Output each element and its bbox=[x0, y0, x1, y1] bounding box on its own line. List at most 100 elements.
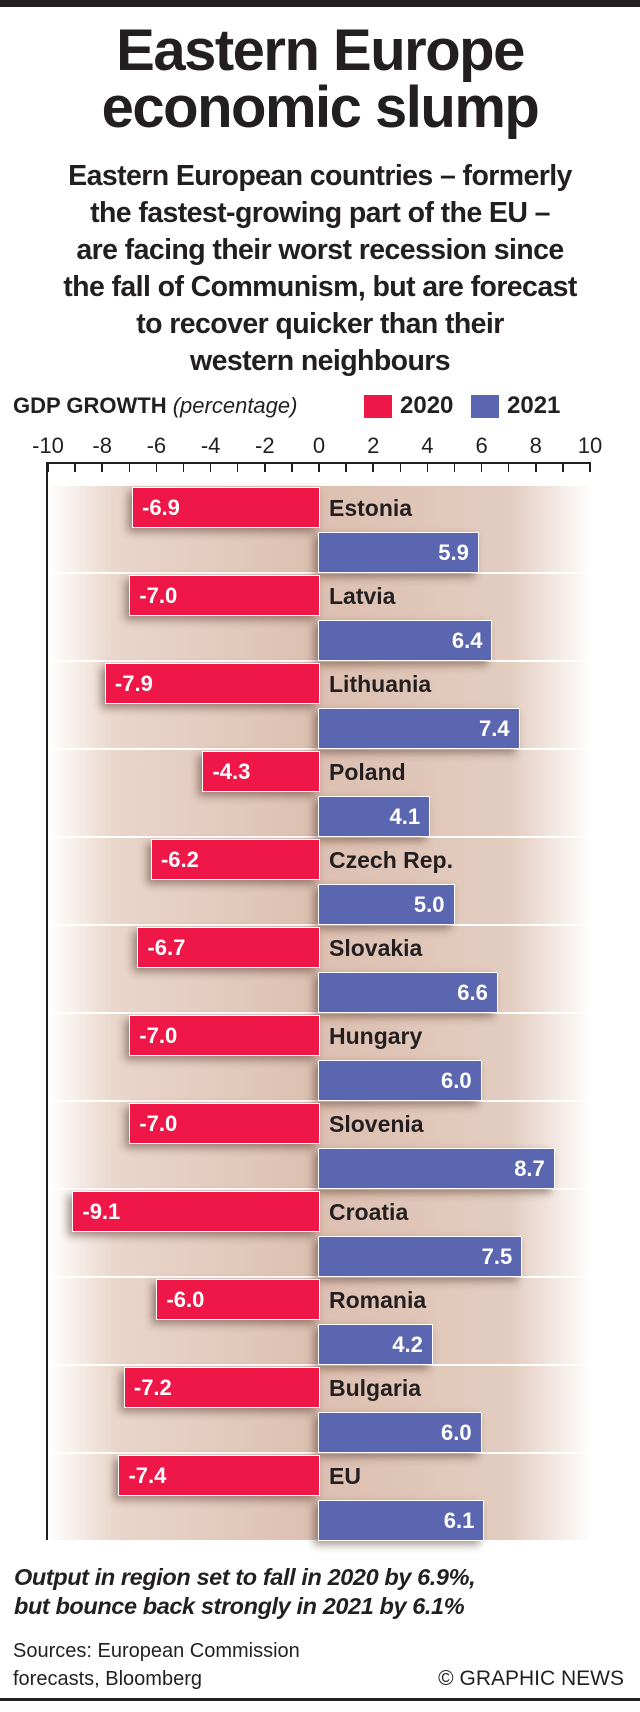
x-tick-label: 2 bbox=[367, 433, 380, 458]
x-tick-label: 4 bbox=[421, 433, 434, 458]
title-line-2: economic slump bbox=[101, 75, 540, 140]
bar-2021 bbox=[318, 1412, 482, 1453]
value-label-2020: -6.0 bbox=[166, 1287, 205, 1312]
x-tick bbox=[318, 463, 320, 472]
bar-2020 bbox=[72, 1191, 320, 1232]
bar-2020 bbox=[156, 1279, 320, 1320]
x-tick-label: 8 bbox=[529, 433, 542, 458]
x-tick-label: -4 bbox=[200, 433, 221, 458]
x-tick-label: 0 bbox=[312, 433, 326, 458]
x-tick bbox=[453, 463, 456, 472]
country-label: EU bbox=[329, 1463, 361, 1489]
bar-2020 bbox=[150, 839, 320, 880]
summary-line: Output in region set to fall in 2020 by … bbox=[14, 1564, 476, 1590]
bar-2020 bbox=[104, 663, 320, 704]
bar-2020 bbox=[132, 487, 320, 528]
subtitle-line: Eastern European countries – formerly bbox=[68, 160, 572, 192]
x-tick bbox=[264, 463, 266, 472]
sources-line: forecasts, Bloomberg bbox=[13, 1668, 202, 1690]
copyright: © GRAPHIC NEWS bbox=[438, 1667, 624, 1690]
x-tick bbox=[209, 463, 212, 472]
x-tick bbox=[128, 463, 131, 472]
subtitle-line: the fall of Communism, but are forecast bbox=[63, 271, 577, 303]
country-label: Lithuania bbox=[329, 671, 432, 697]
value-label-2021: 6.0 bbox=[441, 1420, 472, 1445]
bar-2020 bbox=[129, 1015, 320, 1056]
x-tick bbox=[236, 463, 239, 472]
bar-2020 bbox=[137, 927, 320, 968]
value-label-2021: 6.4 bbox=[451, 628, 483, 653]
value-label-2021: 6.0 bbox=[441, 1068, 472, 1093]
value-label-2021: 8.7 bbox=[514, 1156, 545, 1181]
bar-2021 bbox=[318, 1324, 433, 1365]
country-label: Bulgaria bbox=[329, 1375, 422, 1401]
value-label-2020: -7.2 bbox=[133, 1375, 172, 1400]
x-tick bbox=[155, 463, 158, 472]
country-label: Latvia bbox=[329, 583, 396, 609]
subtitle-line: western neighbours bbox=[190, 345, 451, 377]
x-tick bbox=[47, 463, 49, 472]
x-tick-label: 10 bbox=[577, 433, 603, 458]
bottom-rule bbox=[0, 1698, 640, 1701]
subtitle-line: to recover quicker than their bbox=[136, 308, 504, 340]
legend-swatch-2021 bbox=[471, 395, 499, 418]
x-tick bbox=[182, 463, 185, 472]
x-tick bbox=[535, 463, 537, 472]
country-label: Estonia bbox=[329, 495, 413, 521]
value-label-2020: -7.9 bbox=[114, 671, 153, 696]
x-tick-label: -8 bbox=[92, 433, 112, 458]
bar-2020 bbox=[129, 575, 320, 616]
value-label-2020: -7.0 bbox=[139, 1111, 178, 1136]
subtitle: Eastern European countries – formerly th… bbox=[0, 158, 640, 380]
x-tick-label: -2 bbox=[255, 433, 275, 458]
value-label-2020: -7.4 bbox=[128, 1463, 167, 1488]
bar-2020 bbox=[123, 1367, 320, 1408]
value-label-2021: 4.2 bbox=[392, 1332, 423, 1357]
summary-line: but bounce back strongly in 2021 by 6.1% bbox=[14, 1593, 465, 1619]
x-tick-label: -6 bbox=[146, 433, 167, 458]
x-tick bbox=[399, 463, 402, 472]
bar-2020 bbox=[202, 751, 320, 792]
bar-2021 bbox=[318, 620, 493, 661]
country-label: Hungary bbox=[329, 1023, 423, 1049]
bar-2021 bbox=[318, 1500, 485, 1541]
bar-2021 bbox=[318, 796, 431, 837]
sources: Sources: European Commission forecasts, … bbox=[13, 1637, 300, 1693]
x-tick bbox=[345, 463, 347, 472]
sources-line: Sources: European Commission bbox=[13, 1640, 300, 1662]
country-label: Slovakia bbox=[329, 935, 423, 961]
country-label: Romania bbox=[329, 1287, 427, 1313]
value-label-2021: 6.6 bbox=[457, 980, 488, 1005]
x-tick bbox=[372, 463, 374, 472]
value-label-2020: -6.9 bbox=[142, 495, 180, 520]
value-label-2021: 5.9 bbox=[438, 540, 469, 565]
value-label-2020: -4.3 bbox=[212, 759, 251, 784]
top-rule bbox=[0, 0, 640, 7]
value-label-2021: 4.1 bbox=[389, 804, 421, 829]
x-tick bbox=[562, 463, 564, 472]
x-tick bbox=[507, 463, 510, 472]
x-tick bbox=[74, 463, 76, 472]
x-tick bbox=[291, 463, 293, 472]
bar-2020 bbox=[118, 1455, 320, 1496]
y-axis-line bbox=[46, 462, 48, 1540]
chart-units: (percentage) bbox=[172, 393, 298, 418]
country-label: Czech Rep. bbox=[329, 847, 453, 873]
subtitle-line: are facing their worst recession since bbox=[76, 234, 564, 266]
country-label: Slovenia bbox=[329, 1111, 424, 1137]
value-label-2021: 7.5 bbox=[481, 1244, 513, 1269]
value-label-2021: 6.1 bbox=[443, 1508, 475, 1533]
bar-2021 bbox=[318, 708, 520, 749]
x-tick bbox=[426, 463, 429, 472]
bar-2020 bbox=[129, 1103, 320, 1144]
x-tick bbox=[101, 463, 103, 472]
bar-2021 bbox=[318, 972, 498, 1013]
value-label-2020: -6.7 bbox=[147, 935, 186, 960]
x-tick bbox=[589, 463, 591, 472]
value-label-2020: -9.1 bbox=[82, 1199, 121, 1224]
bar-2021 bbox=[318, 1060, 482, 1101]
country-label: Poland bbox=[329, 759, 406, 785]
chart-title: GDP GROWTH (percentage) bbox=[13, 393, 297, 419]
subtitle-line: the fastest-growing part of the EU – bbox=[90, 197, 550, 229]
bar-2021 bbox=[318, 884, 455, 925]
